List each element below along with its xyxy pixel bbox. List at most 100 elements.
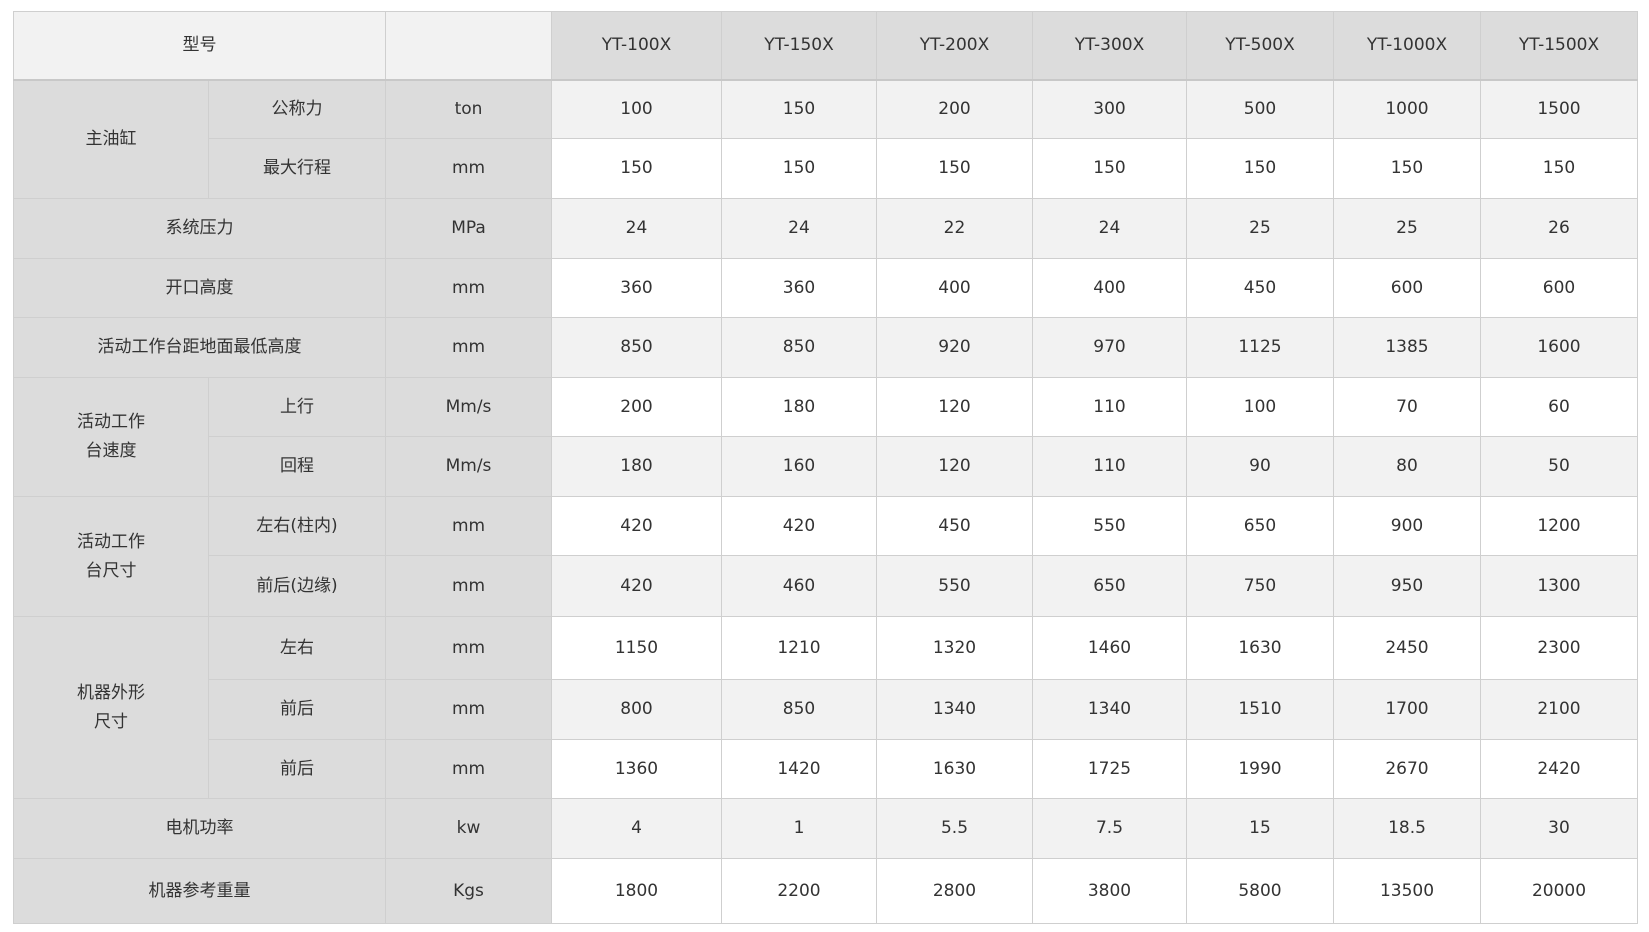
unit-cell: MPa bbox=[385, 198, 552, 259]
value-cell: 2670 bbox=[1333, 739, 1481, 799]
value-cell: 650 bbox=[1032, 555, 1187, 617]
model-column-header: YT-1500X bbox=[1480, 11, 1638, 81]
value-cell: 2100 bbox=[1480, 679, 1638, 740]
value-cell: 1210 bbox=[721, 616, 877, 680]
value-cell: 120 bbox=[876, 436, 1033, 497]
value-cell: 110 bbox=[1032, 436, 1187, 497]
value-cell: 1630 bbox=[876, 739, 1033, 799]
value-cell: 25 bbox=[1186, 198, 1334, 259]
table-row: 前后 mm 800 850 1340 1340 1510 1700 2100 bbox=[14, 679, 1638, 740]
value-cell: 420 bbox=[551, 496, 722, 556]
value-cell: 150 bbox=[876, 138, 1033, 199]
value-cell: 13500 bbox=[1333, 858, 1481, 924]
row-sub-label: 前后 bbox=[208, 739, 386, 799]
spec-table: 型号 YT-100X YT-150X YT-200X YT-300X YT-500X YT… bbox=[13, 11, 1638, 924]
value-cell: 1500 bbox=[1480, 79, 1638, 139]
value-cell: 1300 bbox=[1480, 555, 1638, 617]
value-cell: 420 bbox=[721, 496, 877, 556]
value-cell: 50 bbox=[1480, 436, 1638, 497]
value-cell: 2420 bbox=[1480, 739, 1638, 799]
value-cell: 4 bbox=[551, 798, 722, 859]
value-cell: 1630 bbox=[1186, 616, 1334, 680]
row-group-label: 机器参考重量 bbox=[13, 858, 386, 924]
row-sub-label: 最大行程 bbox=[208, 138, 386, 199]
value-cell: 1725 bbox=[1032, 739, 1187, 799]
value-cell: 2800 bbox=[876, 858, 1033, 924]
unit-cell: mm bbox=[385, 258, 552, 318]
value-cell: 24 bbox=[551, 198, 722, 259]
value-cell: 1360 bbox=[551, 739, 722, 799]
value-cell: 1990 bbox=[1186, 739, 1334, 799]
row-sub-label: 前后(边缘) bbox=[208, 555, 386, 617]
value-cell: 400 bbox=[876, 258, 1033, 318]
value-cell: 160 bbox=[721, 436, 877, 497]
model-column-header: YT-500X bbox=[1186, 11, 1334, 81]
value-cell: 150 bbox=[721, 138, 877, 199]
value-cell: 20000 bbox=[1480, 858, 1638, 924]
table-row: 前后(边缘) mm 420 460 550 650 750 950 1300 bbox=[14, 555, 1638, 617]
value-cell: 200 bbox=[551, 377, 722, 437]
table-row: 最大行程 mm 150 150 150 150 150 150 150 bbox=[14, 138, 1638, 199]
value-cell: 1385 bbox=[1333, 317, 1481, 378]
value-cell: 1150 bbox=[551, 616, 722, 680]
value-cell: 450 bbox=[1186, 258, 1334, 318]
value-cell: 420 bbox=[551, 555, 722, 617]
model-column-header: YT-300X bbox=[1032, 11, 1187, 81]
table-row: 开口高度 mm 360 360 400 400 450 600 600 bbox=[13, 258, 1638, 318]
value-cell: 920 bbox=[876, 317, 1033, 378]
header-row: 型号 YT-100X YT-150X YT-200X YT-300X YT-500X YT… bbox=[13, 11, 1638, 81]
value-cell: 150 bbox=[721, 79, 877, 139]
row-group-label: 活动工作台距地面最低高度 bbox=[13, 317, 386, 378]
value-cell: 5.5 bbox=[876, 798, 1033, 859]
table-row: 机器外形 尺寸 左右 mm 1150 1210 1320 1460 1630 2450 2300 bbox=[13, 616, 1638, 799]
unit-cell: Kgs bbox=[385, 858, 552, 924]
value-cell: 970 bbox=[1032, 317, 1187, 378]
unit-cell: mm bbox=[385, 739, 552, 799]
table-row: 回程 Mm/s 180 160 120 110 90 80 50 bbox=[14, 436, 1638, 497]
value-cell: 750 bbox=[1186, 555, 1334, 617]
value-cell: 15 bbox=[1186, 798, 1334, 859]
model-column-header: YT-100X bbox=[551, 11, 722, 81]
table-row: 电机功率 kw 4 1 5.5 7.5 15 18.5 30 bbox=[13, 798, 1638, 859]
table-row: 前后 mm 1360 1420 1630 1725 1990 2670 2420 bbox=[14, 739, 1638, 799]
value-cell: 26 bbox=[1480, 198, 1638, 259]
row-group-label: 活动工作 台尺寸 bbox=[13, 496, 209, 617]
model-header: 型号 bbox=[13, 11, 386, 81]
value-cell: 800 bbox=[551, 679, 722, 740]
row-sub-label: 上行 bbox=[208, 377, 386, 437]
model-column-header: YT-1000X bbox=[1333, 11, 1481, 81]
value-cell: 18.5 bbox=[1333, 798, 1481, 859]
value-cell: 200 bbox=[876, 79, 1033, 139]
unit-cell: mm bbox=[385, 138, 552, 199]
value-cell: 150 bbox=[551, 138, 722, 199]
value-cell: 650 bbox=[1186, 496, 1334, 556]
model-column-header: YT-150X bbox=[721, 11, 877, 81]
value-cell: 150 bbox=[1333, 138, 1481, 199]
value-cell: 30 bbox=[1480, 798, 1638, 859]
unit-cell: mm bbox=[385, 317, 552, 378]
value-cell: 25 bbox=[1333, 198, 1481, 259]
value-cell: 400 bbox=[1032, 258, 1187, 318]
value-cell: 100 bbox=[1186, 377, 1334, 437]
value-cell: 850 bbox=[551, 317, 722, 378]
value-cell: 100 bbox=[551, 79, 722, 139]
value-cell: 900 bbox=[1333, 496, 1481, 556]
value-cell: 60 bbox=[1480, 377, 1638, 437]
row-group-label: 开口高度 bbox=[13, 258, 386, 318]
value-cell: 600 bbox=[1480, 258, 1638, 318]
value-cell: 24 bbox=[721, 198, 877, 259]
row-sub-label: 前后 bbox=[208, 679, 386, 740]
row-group-label: 活动工作 台速度 bbox=[13, 377, 209, 497]
value-cell: 1000 bbox=[1333, 79, 1481, 139]
value-cell: 1600 bbox=[1480, 317, 1638, 378]
value-cell: 1125 bbox=[1186, 317, 1334, 378]
model-column-header: YT-200X bbox=[876, 11, 1033, 81]
table-row: 活动工作 台速度 上行 Mm/s 200 180 120 110 100 70 60 bbox=[13, 377, 1638, 497]
unit-cell: kw bbox=[385, 798, 552, 859]
value-cell: 1320 bbox=[876, 616, 1033, 680]
value-cell: 110 bbox=[1032, 377, 1187, 437]
value-cell: 1420 bbox=[721, 739, 877, 799]
value-cell: 500 bbox=[1186, 79, 1334, 139]
unit-cell: mm bbox=[385, 555, 552, 617]
value-cell: 150 bbox=[1480, 138, 1638, 199]
